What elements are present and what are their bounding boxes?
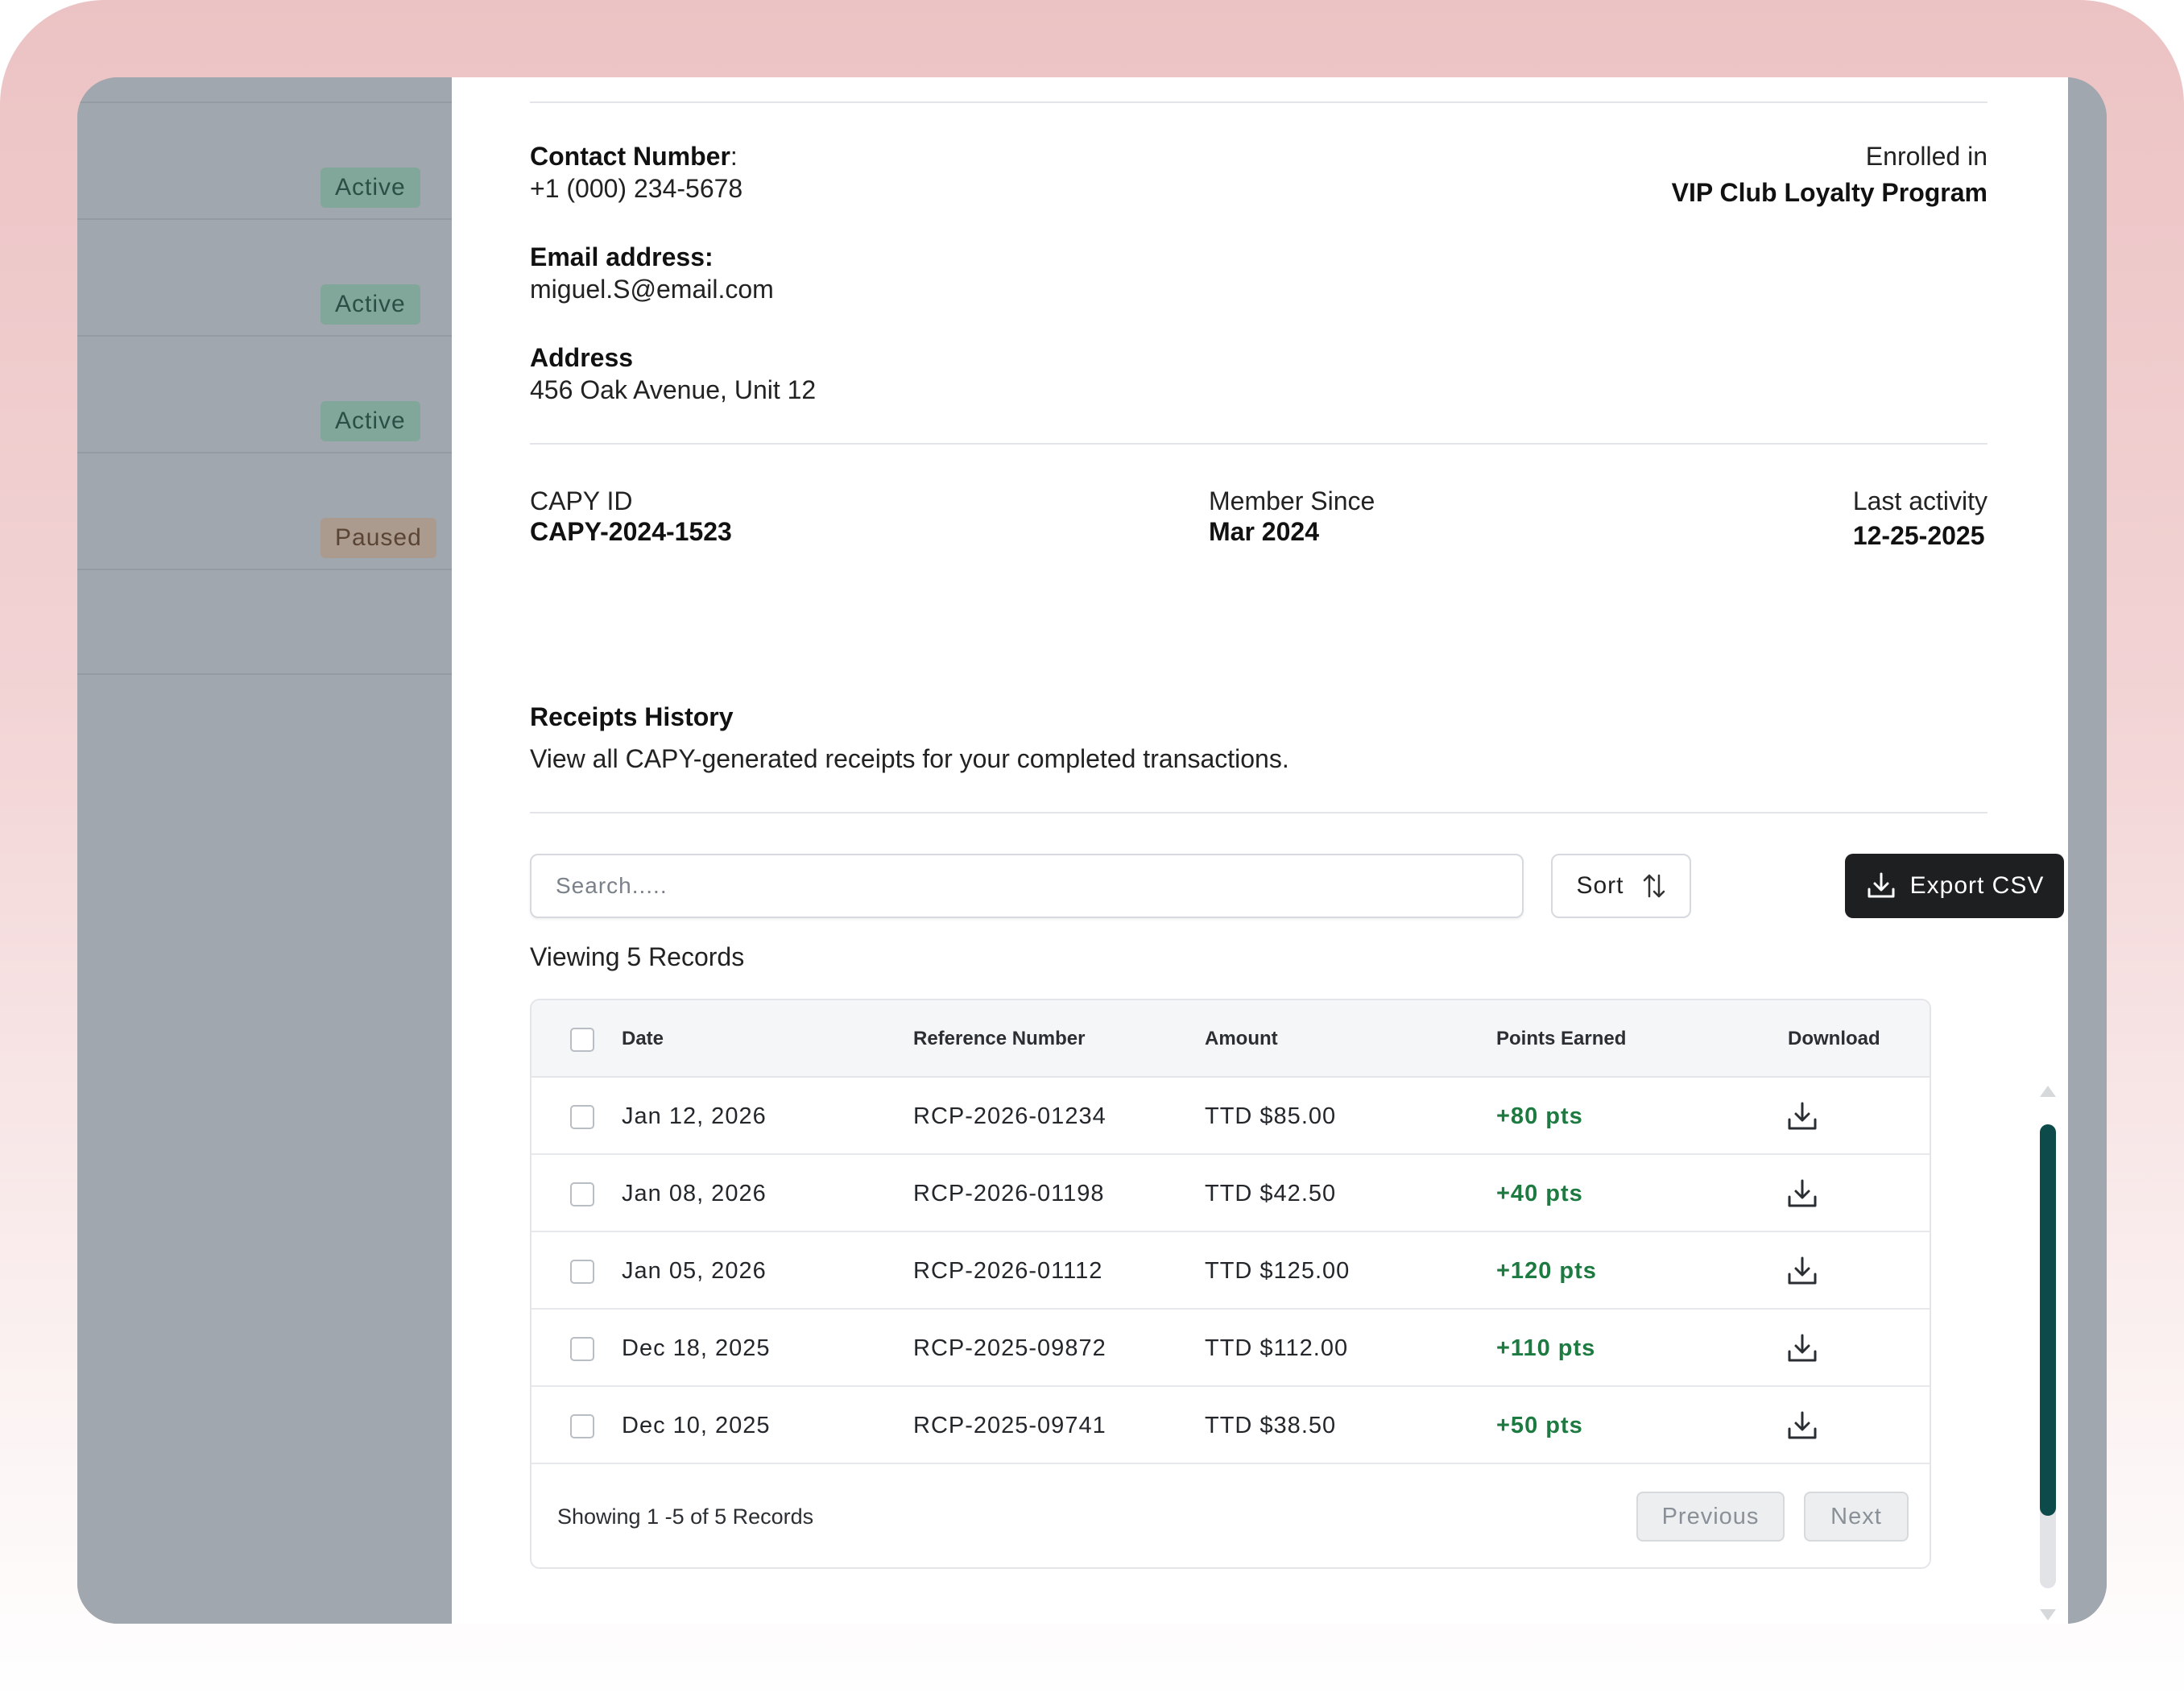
next-page-button[interactable]: Next	[1804, 1492, 1909, 1542]
sort-button[interactable]: Sort	[1551, 854, 1691, 918]
status-badge: Active	[321, 401, 420, 441]
download-icon[interactable]	[1786, 1177, 1818, 1210]
address-value: 456 Oak Avenue, Unit 12	[530, 375, 817, 404]
download-icon[interactable]	[1786, 1332, 1818, 1364]
scroll-down-arrow-icon[interactable]	[2038, 1608, 2058, 1622]
search-field[interactable]	[530, 854, 1524, 918]
receipt-date: Dec 10, 2025	[622, 1413, 771, 1438]
column-header-points[interactable]: Points Earned	[1496, 1028, 1627, 1049]
receipt-points: +80 pts	[1496, 1103, 1583, 1129]
sidebar-row[interactable]: Active	[77, 103, 452, 220]
last-activity-block: Last activity 12-25-2025	[1853, 486, 1988, 551]
last-activity-label: Last activity	[1852, 486, 1988, 515]
address-label: Address	[530, 343, 634, 372]
search-input[interactable]	[532, 855, 1522, 917]
program-name: VIP Club Loyalty Program	[1671, 178, 1988, 207]
overlay-strip	[2068, 77, 2107, 1624]
app-window: Active Active Active Paused Contact Numb…	[77, 77, 2107, 1624]
sidebar-row	[77, 570, 452, 675]
table-row: Jan 12, 2026 RCP-2026-01234 TTD $85.00 +…	[532, 1078, 1930, 1155]
column-header-download: Download	[1788, 1028, 1880, 1049]
table-row: Jan 08, 2026 RCP-2026-01198 TTD $42.50 +…	[532, 1155, 1930, 1232]
status-badge: Paused	[321, 518, 436, 558]
table-footer: Showing 1 -5 of 5 Records Previous Next	[532, 1467, 1930, 1567]
row-checkbox[interactable]	[570, 1182, 594, 1206]
receipt-points: +120 pts	[1496, 1258, 1597, 1284]
export-csv-label: Export CSV	[1909, 872, 2045, 899]
divider	[530, 101, 1988, 103]
customer-detail-panel: Contact Number: +1 (000) 234-5678 Enroll…	[452, 77, 2068, 1624]
scrollbar-thumb[interactable]	[2040, 1124, 2056, 1516]
enrolled-label: Enrolled in	[1865, 142, 1988, 171]
receipt-amount: TTD $42.50	[1205, 1181, 1337, 1206]
download-icon[interactable]	[1786, 1255, 1818, 1287]
receipt-reference: RCP-2025-09872	[913, 1335, 1106, 1361]
column-header-amount[interactable]: Amount	[1205, 1028, 1278, 1049]
receipt-points: +40 pts	[1496, 1181, 1583, 1206]
export-csv-button[interactable]: Export CSV	[1845, 854, 2064, 918]
pagination-summary: Showing 1 -5 of 5 Records	[557, 1504, 814, 1529]
receipts-title: Receipts History	[530, 702, 734, 731]
divider	[530, 812, 1988, 813]
receipt-date: Jan 05, 2026	[622, 1258, 767, 1284]
status-badge: Active	[321, 284, 420, 325]
receipt-amount: TTD $38.50	[1205, 1413, 1337, 1438]
select-all-checkbox[interactable]	[570, 1028, 594, 1052]
download-icon[interactable]	[1786, 1100, 1818, 1132]
receipt-date: Jan 08, 2026	[622, 1181, 767, 1206]
sidebar-row	[77, 77, 452, 103]
previous-page-button[interactable]: Previous	[1636, 1492, 1785, 1542]
receipt-amount: TTD $112.00	[1205, 1335, 1349, 1361]
member-since-value: Mar 2024	[1209, 517, 1319, 546]
receipt-reference: RCP-2026-01198	[913, 1181, 1105, 1206]
email-label: Email address:	[530, 242, 714, 271]
receipt-points: +110 pts	[1496, 1335, 1596, 1361]
viewing-records-text: Viewing 5 Records	[530, 942, 745, 971]
receipts-table: Date Reference Number Amount Points Earn…	[530, 999, 1931, 1569]
enrolled-block: Enrolled in VIP Club Loyalty Program	[1672, 142, 1988, 208]
receipt-points: +50 pts	[1496, 1413, 1583, 1438]
receipt-reference: RCP-2026-01234	[913, 1103, 1106, 1129]
email-value: miguel.S@email.com	[530, 275, 774, 304]
capy-id-label: CAPY ID	[530, 486, 633, 515]
sidebar-row[interactable]: Active	[77, 337, 452, 453]
table-row: Dec 18, 2025 RCP-2025-09872 TTD $112.00 …	[532, 1310, 1930, 1387]
receipt-reference: RCP-2025-09741	[913, 1413, 1106, 1438]
status-badge: Active	[321, 168, 420, 208]
receipt-date: Jan 12, 2026	[622, 1103, 767, 1129]
receipt-amount: TTD $125.00	[1205, 1258, 1351, 1284]
last-activity-value: 12-25-2025	[1852, 521, 1985, 550]
divider	[530, 443, 1988, 445]
sidebar: Active Active Active Paused	[77, 77, 452, 1624]
row-checkbox[interactable]	[570, 1105, 594, 1129]
receipt-reference: RCP-2026-01112	[913, 1258, 1103, 1284]
receipt-date: Dec 18, 2025	[622, 1335, 771, 1361]
row-checkbox[interactable]	[570, 1337, 594, 1361]
sort-label: Sort	[1576, 872, 1624, 899]
contact-number-label: Contact Number:	[530, 142, 738, 171]
scrollbar-track[interactable]	[2040, 1124, 2056, 1588]
capy-id-value: CAPY-2024-1523	[530, 517, 732, 546]
download-icon	[1868, 872, 1895, 898]
sort-arrows-icon	[1643, 874, 1665, 898]
table-row: Jan 05, 2026 RCP-2026-01112 TTD $125.00 …	[532, 1232, 1930, 1310]
download-icon[interactable]	[1786, 1409, 1818, 1442]
receipt-amount: TTD $85.00	[1205, 1103, 1337, 1129]
column-header-date[interactable]: Date	[622, 1028, 664, 1049]
receipts-subtitle: View all CAPY-generated receipts for you…	[530, 744, 1289, 773]
table-row: Dec 10, 2025 RCP-2025-09741 TTD $38.50 +…	[532, 1387, 1930, 1464]
sidebar-row[interactable]: Paused	[77, 453, 452, 570]
scroll-up-arrow-icon[interactable]	[2038, 1084, 2058, 1099]
column-header-reference[interactable]: Reference Number	[913, 1028, 1086, 1049]
member-since-label: Member Since	[1209, 486, 1375, 515]
row-checkbox[interactable]	[570, 1260, 594, 1284]
contact-number-value: +1 (000) 234-5678	[530, 174, 743, 203]
row-checkbox[interactable]	[570, 1414, 594, 1438]
sidebar-row[interactable]: Active	[77, 220, 452, 337]
table-header: Date Reference Number Amount Points Earn…	[532, 1000, 1930, 1078]
